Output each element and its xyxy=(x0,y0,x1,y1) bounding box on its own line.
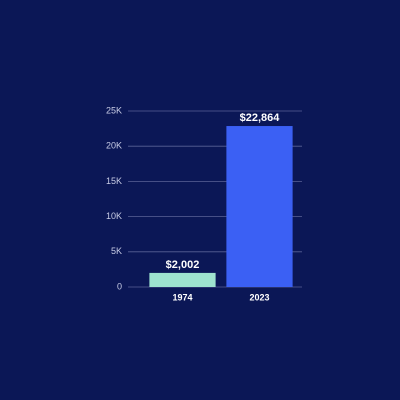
x-tick-label: 1974 xyxy=(172,292,192,302)
x-tick-label: 2023 xyxy=(249,292,269,302)
bar xyxy=(149,272,216,287)
y-tick-label: 20K xyxy=(106,141,122,151)
value-label: $2,002 xyxy=(166,259,200,271)
y-tick-label: 0 xyxy=(117,281,122,291)
y-tick-label: 25K xyxy=(106,105,122,115)
y-tick-label: 15K xyxy=(106,176,122,186)
bar xyxy=(226,126,293,287)
y-tick-label: 10K xyxy=(106,211,122,221)
y-tick-label: 5K xyxy=(111,246,122,256)
value-label: $22,864 xyxy=(240,112,281,124)
